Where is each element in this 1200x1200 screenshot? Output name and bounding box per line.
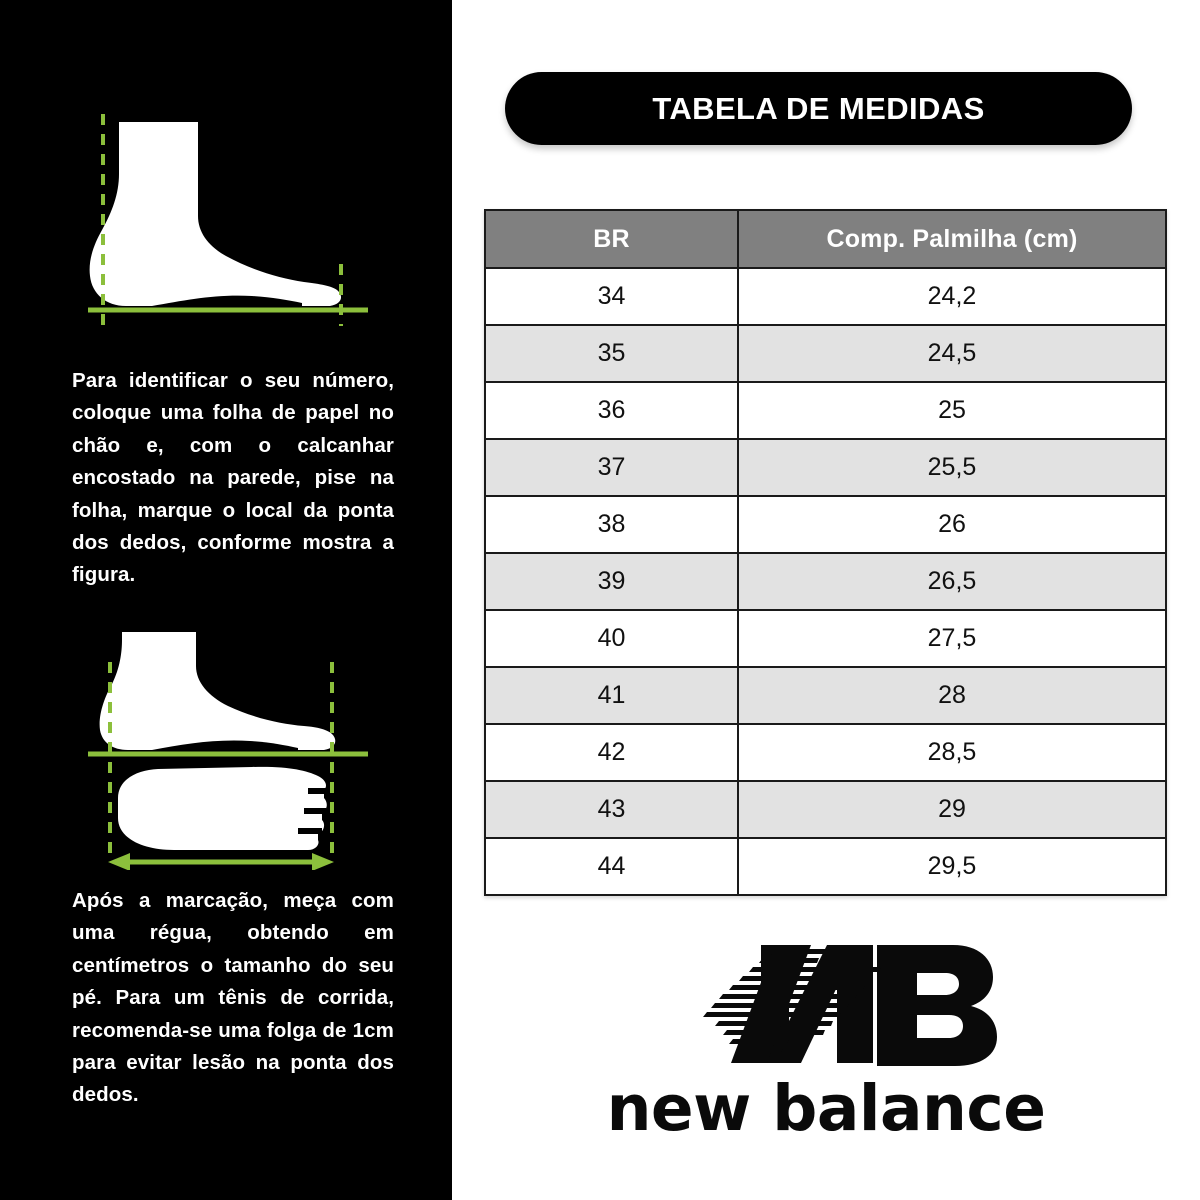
arch-notch xyxy=(152,295,302,306)
toe-gap-3 xyxy=(298,828,322,834)
cell-br: 37 xyxy=(484,438,739,497)
brand-wordmark: new balance xyxy=(606,1072,1046,1145)
foot-side-profile-illustration xyxy=(88,114,368,326)
cell-insole: 25 xyxy=(737,381,1167,440)
toe-gap-1 xyxy=(308,788,328,794)
cell-br: 42 xyxy=(484,723,739,782)
column-header-insole-length: Comp. Palmilha (cm) xyxy=(737,209,1167,269)
measurements-panel: TABELA DE MEDIDAS BR Comp. Palmilha (cm)… xyxy=(452,0,1200,1200)
length-measure-arrow xyxy=(108,853,334,870)
table-row: 41 28 xyxy=(484,666,1167,725)
toe-gap-2 xyxy=(304,808,326,814)
cell-br: 41 xyxy=(484,666,739,725)
footprint-shape xyxy=(118,766,327,850)
instruction-step-2-text: Após a marcação, meça com uma régua, obt… xyxy=(72,889,394,1107)
cell-br: 39 xyxy=(484,552,739,611)
cell-insole: 25,5 xyxy=(737,438,1167,497)
table-row: 44 29,5 xyxy=(484,837,1167,896)
size-table: BR Comp. Palmilha (cm) 34 24,2 35 24,5 3… xyxy=(484,209,1167,896)
column-header-br: BR xyxy=(484,209,739,269)
table-row: 38 26 xyxy=(484,495,1167,554)
table-row: 42 28,5 xyxy=(484,723,1167,782)
size-table-head: BR Comp. Palmilha (cm) xyxy=(484,209,1167,269)
brand-logo-block: new balance xyxy=(452,935,1200,1145)
cell-insole: 28,5 xyxy=(737,723,1167,782)
cell-br: 35 xyxy=(484,324,739,383)
cell-insole: 24,2 xyxy=(737,267,1167,326)
instruction-step-1-text: Para identificar o seu número, coloque u… xyxy=(72,369,394,587)
cell-br: 36 xyxy=(484,381,739,440)
cell-br: 43 xyxy=(484,780,739,839)
cell-insole: 29 xyxy=(737,780,1167,839)
cell-insole: 26,5 xyxy=(737,552,1167,611)
table-row: 37 25,5 xyxy=(484,438,1167,497)
cell-insole: 27,5 xyxy=(737,609,1167,668)
foot-side-profile-figure xyxy=(0,104,452,336)
table-row: 39 26,5 xyxy=(484,552,1167,611)
cell-br: 38 xyxy=(484,495,739,554)
cell-insole: 24,5 xyxy=(737,324,1167,383)
nb-speed-lines xyxy=(703,949,881,1053)
table-row: 40 27,5 xyxy=(484,609,1167,668)
page-title: TABELA DE MEDIDAS xyxy=(652,90,985,126)
table-header-row: BR Comp. Palmilha (cm) xyxy=(484,209,1167,269)
foot-side-arch-notch xyxy=(152,740,298,750)
size-table-body: 34 24,2 35 24,5 36 25 37 25,5 38 26 xyxy=(484,267,1167,896)
cell-insole: 28 xyxy=(737,666,1167,725)
foot-side-shape xyxy=(99,632,336,750)
cell-br: 44 xyxy=(484,837,739,896)
new-balance-nb-logo-icon xyxy=(703,945,997,1066)
foot-length-measure-illustration xyxy=(88,632,368,870)
cell-insole: 26 xyxy=(737,495,1167,554)
foot-shape xyxy=(89,122,342,306)
page-title-pill: TABELA DE MEDIDAS xyxy=(505,72,1132,145)
cell-br: 34 xyxy=(484,267,739,326)
cell-insole: 29,5 xyxy=(737,837,1167,896)
foot-measure-figure xyxy=(0,622,452,870)
instructions-panel: Para identificar o seu número, coloque u… xyxy=(0,0,452,1200)
table-row: 35 24,5 xyxy=(484,324,1167,383)
table-row: 43 29 xyxy=(484,780,1167,839)
cell-br: 40 xyxy=(484,609,739,668)
table-row: 36 25 xyxy=(484,381,1167,440)
table-row: 34 24,2 xyxy=(484,267,1167,326)
